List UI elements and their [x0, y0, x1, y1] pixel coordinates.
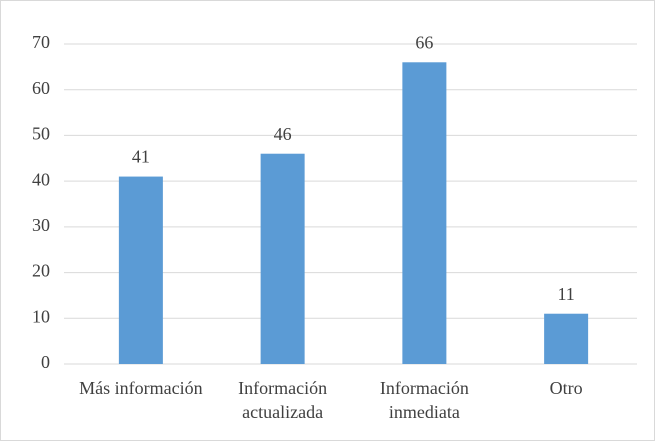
data-label: 11 [557, 284, 574, 304]
x-tick-label: Información inmediata [379, 378, 469, 422]
y-tick-label: 60 [32, 78, 50, 98]
bar [260, 153, 305, 364]
y-tick-label: 30 [32, 215, 50, 235]
x-tick-label: Otro [549, 378, 583, 398]
data-label: 41 [132, 147, 150, 167]
bar [118, 176, 163, 364]
bar [402, 62, 447, 365]
y-tick-label: 50 [32, 124, 50, 144]
x-tick-label: Más información [79, 378, 203, 398]
y-tick-label: 10 [32, 306, 50, 326]
bar [544, 313, 589, 364]
y-tick-label: 70 [32, 32, 50, 52]
y-tick-label: 0 [41, 352, 50, 372]
data-label: 66 [415, 32, 433, 52]
data-label: 46 [274, 124, 292, 144]
y-tick-label: 20 [32, 261, 50, 281]
y-tick-label: 40 [32, 169, 50, 189]
x-tick-label: Información actualizada [238, 378, 328, 422]
